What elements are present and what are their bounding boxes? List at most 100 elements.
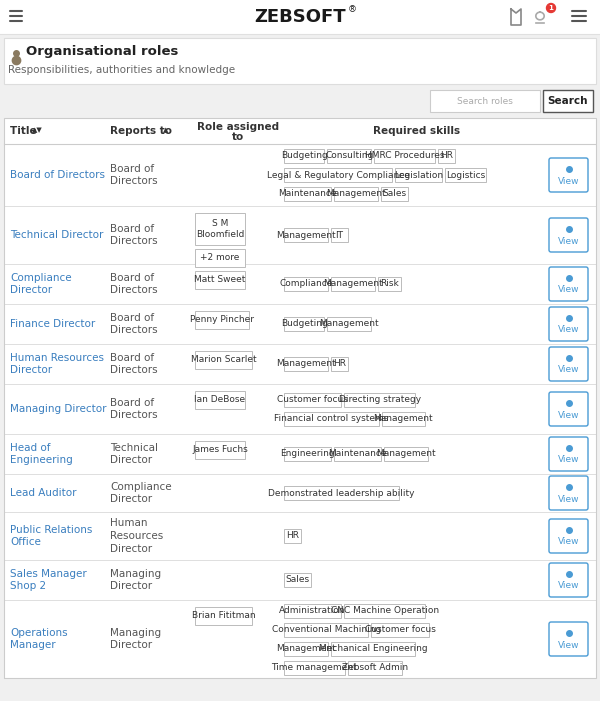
Bar	[284, 641, 328, 655]
Bar	[284, 411, 379, 426]
Bar	[284, 317, 325, 331]
Bar	[195, 441, 245, 459]
Bar	[195, 213, 245, 245]
Bar	[284, 486, 399, 500]
Text: Board of
Directors: Board of Directors	[110, 397, 158, 421]
Bar	[195, 607, 253, 625]
Text: Management: Management	[323, 280, 383, 289]
FancyBboxPatch shape	[549, 476, 588, 510]
Text: Sales Manager
Shop 2: Sales Manager Shop 2	[10, 569, 87, 592]
Bar	[195, 391, 245, 409]
Text: Marion Scarlet: Marion Scarlet	[191, 355, 256, 365]
Bar	[331, 641, 415, 655]
Bar	[284, 660, 344, 674]
Text: IT: IT	[335, 231, 343, 240]
Bar	[334, 187, 378, 201]
Bar	[4, 118, 596, 678]
Text: Board of
Directors: Board of Directors	[110, 224, 158, 246]
Bar	[543, 90, 593, 112]
Text: Board of Directors: Board of Directors	[10, 170, 105, 180]
Bar	[4, 304, 596, 344]
Text: Board of
Directors: Board of Directors	[110, 353, 158, 376]
FancyBboxPatch shape	[549, 622, 588, 656]
Text: View: View	[558, 456, 579, 465]
Text: View: View	[558, 236, 579, 245]
Bar	[4, 144, 596, 206]
Bar	[374, 149, 435, 163]
Text: Penny Pincher: Penny Pincher	[190, 315, 254, 325]
Text: Directing strategy: Directing strategy	[338, 395, 421, 404]
Text: Demonstrated leadership ability: Demonstrated leadership ability	[268, 489, 415, 498]
Circle shape	[547, 4, 556, 13]
Bar	[331, 228, 347, 242]
Bar	[284, 573, 311, 587]
Text: Matt Sweet: Matt Sweet	[194, 275, 245, 285]
Text: Technical Director: Technical Director	[10, 230, 103, 240]
Bar	[4, 434, 596, 474]
Text: Required skills: Required skills	[373, 126, 460, 136]
Bar	[284, 447, 331, 461]
Bar	[344, 393, 415, 407]
Text: Role assigned: Role assigned	[197, 122, 280, 132]
Bar	[4, 38, 596, 84]
Text: Management: Management	[326, 189, 386, 198]
Text: Engineering: Engineering	[280, 449, 335, 458]
Bar	[4, 474, 596, 512]
Text: Sales: Sales	[382, 189, 406, 198]
Text: Head of
Engineering: Head of Engineering	[10, 442, 73, 465]
Text: Time management: Time management	[272, 663, 357, 672]
Text: Management: Management	[374, 414, 433, 423]
Bar	[328, 149, 371, 163]
Bar	[0, 0, 600, 34]
Text: Compliance: Compliance	[279, 280, 332, 289]
Text: ▲: ▲	[163, 127, 169, 133]
Bar	[438, 149, 455, 163]
Text: Maintenance: Maintenance	[278, 189, 337, 198]
Text: Budgeting: Budgeting	[281, 320, 328, 329]
Text: Logistics: Logistics	[446, 170, 485, 179]
Text: View: View	[558, 325, 579, 334]
Text: Mechanical Engineering: Mechanical Engineering	[319, 644, 427, 653]
Text: Administration: Administration	[280, 606, 346, 615]
Bar	[445, 168, 485, 182]
Text: Organisational roles: Organisational roles	[26, 46, 178, 58]
Text: S M
Bloomfield: S M Bloomfield	[196, 219, 244, 240]
Text: Maintenance: Maintenance	[329, 449, 387, 458]
Text: 1: 1	[548, 6, 553, 11]
Bar	[4, 600, 596, 678]
Text: Consulting: Consulting	[325, 151, 373, 161]
Text: Search roles: Search roles	[457, 97, 513, 105]
Text: Finance Director: Finance Director	[10, 319, 95, 329]
Bar	[4, 206, 596, 264]
Text: Managing
Director: Managing Director	[110, 627, 161, 651]
Text: Risk: Risk	[380, 280, 399, 289]
Text: Zebsoft Admin: Zebsoft Admin	[341, 663, 408, 672]
Text: Reports to: Reports to	[110, 126, 176, 136]
FancyBboxPatch shape	[549, 392, 588, 426]
Text: Brian Fititman: Brian Fititman	[192, 611, 256, 620]
Text: View: View	[558, 177, 579, 186]
Text: View: View	[558, 285, 579, 294]
Text: ZEBSOFT: ZEBSOFT	[254, 8, 346, 26]
Bar	[284, 393, 341, 407]
Text: Legislation: Legislation	[394, 170, 443, 179]
Bar	[195, 351, 253, 369]
Text: HR: HR	[332, 360, 346, 369]
FancyBboxPatch shape	[549, 563, 588, 597]
Bar	[381, 187, 408, 201]
Bar	[371, 622, 428, 637]
Text: Managing Director: Managing Director	[10, 404, 107, 414]
Text: HR: HR	[286, 531, 299, 540]
Text: Human Resources
Director: Human Resources Director	[10, 353, 104, 376]
Bar	[331, 357, 347, 371]
Bar	[385, 447, 428, 461]
Bar	[4, 118, 596, 144]
Text: Compliance
Director: Compliance Director	[10, 273, 71, 295]
Text: Title: Title	[10, 126, 40, 136]
Bar	[284, 228, 328, 242]
Text: Search: Search	[548, 96, 588, 106]
Bar	[284, 149, 325, 163]
Text: +2 more: +2 more	[200, 254, 239, 262]
Text: HR: HR	[440, 151, 453, 161]
Bar	[284, 168, 392, 182]
